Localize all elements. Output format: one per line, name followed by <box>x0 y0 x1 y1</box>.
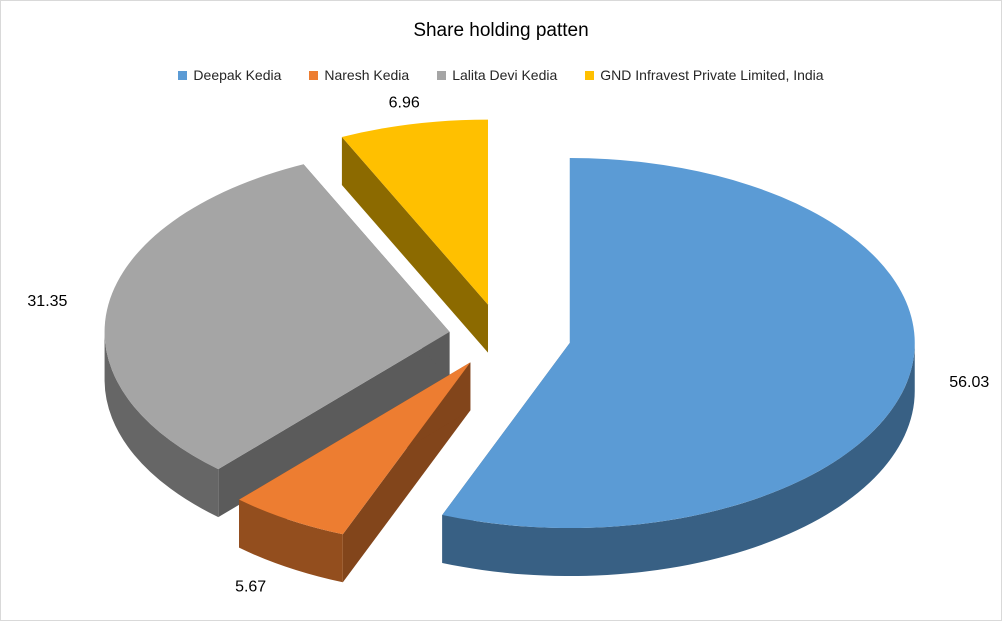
legend-item-gnd-infravest: GND Infravest Private Limited, India <box>585 67 824 83</box>
legend-item-lalita-devi-kedia: Lalita Devi Kedia <box>437 67 557 83</box>
legend-label: Lalita Devi Kedia <box>452 67 558 83</box>
slice-deepak-kedia <box>442 158 915 577</box>
data-label: 6.96 <box>389 94 420 111</box>
legend-label: GND Infravest Private Limited, India <box>600 67 824 83</box>
data-label: 31.35 <box>27 293 67 310</box>
legend: Deepak Kedia Naresh Kedia Lalita Devi Ke… <box>1 67 1001 83</box>
legend-swatch <box>585 70 595 80</box>
legend-swatch <box>437 70 447 80</box>
legend-item-deepak-kedia: Deepak Kedia <box>178 67 281 83</box>
chart-title: Share holding patten <box>413 20 589 41</box>
slice-naresh-kedia <box>239 362 471 583</box>
legend-label: Naresh Kedia <box>324 67 410 83</box>
data-label: 56.03 <box>949 374 989 391</box>
slice-gnd-infravest <box>341 119 488 353</box>
legend-label: Deepak Kedia <box>193 67 282 83</box>
slice-lalita-devi-kedia <box>104 164 450 518</box>
data-label: 5.67 <box>235 578 266 595</box>
legend-swatch <box>178 70 188 80</box>
legend-item-naresh-kedia: Naresh Kedia <box>309 67 409 83</box>
legend-swatch <box>309 70 319 80</box>
